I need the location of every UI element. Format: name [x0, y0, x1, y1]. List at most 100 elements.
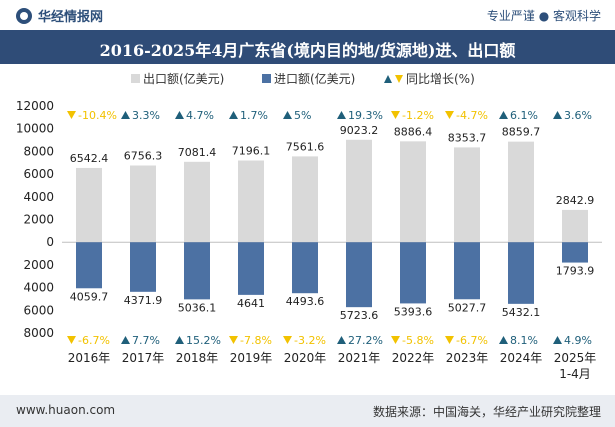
- legend-label-3: 同比增长(%): [406, 72, 475, 86]
- x-category-label-5: 2020年: [284, 351, 327, 365]
- export-up-arrow-icon-3: [175, 111, 184, 119]
- x-category-label-6: 2021年: [338, 351, 381, 365]
- import-down-arrow-icon-5: [283, 336, 292, 344]
- import-value-label-1: 4059.7: [70, 290, 109, 303]
- import-down-arrow-icon-7: [391, 336, 400, 344]
- top-bar: 华经情报网 专业严谨 ● 客观科学: [0, 0, 615, 30]
- import-growth-label-1: -6.7%: [78, 334, 110, 347]
- export-bar-10: [562, 209, 588, 243]
- website: www.huaon.com: [16, 403, 116, 417]
- export-up-arrow-icon-9: [499, 111, 508, 119]
- legend-swatch-1: [131, 74, 140, 83]
- export-value-label-10: 2842.9: [556, 194, 595, 207]
- import-value-label-6: 5723.6: [340, 309, 379, 322]
- footer: www.huaon.com 数据来源：中国海关，华经产业研究院整理: [0, 395, 615, 427]
- import-bar-10: [562, 242, 588, 263]
- import-bar-6: [346, 242, 372, 308]
- export-growth-label-10: 3.6%: [564, 109, 592, 122]
- import-value-label-8: 5027.7: [448, 301, 487, 314]
- import-bar-8: [454, 242, 480, 300]
- import-up-arrow-icon-10: [553, 336, 562, 344]
- slogan: 专业严谨 ● 客观科学: [486, 9, 601, 23]
- import-down-arrow-icon-8: [445, 336, 454, 344]
- export-bar-5: [292, 156, 318, 243]
- export-growth-label-5: 5%: [294, 109, 311, 122]
- x-category-label-2: 2017年: [122, 351, 165, 365]
- x-category-label-8: 2023年: [446, 351, 489, 365]
- brand-name: 华经情报网: [38, 10, 104, 25]
- import-bar-9: [508, 242, 534, 304]
- y-tick-label: 12000: [16, 99, 54, 113]
- import-growth-label-3: 15.2%: [186, 334, 221, 347]
- export-value-label-7: 8886.4: [394, 125, 433, 138]
- import-value-label-9: 5432.1: [502, 306, 541, 319]
- x-category-label-7: 2022年: [392, 351, 435, 365]
- y-tick-label: 6000: [23, 303, 54, 317]
- y-tick-label: 0: [46, 235, 54, 249]
- import-up-arrow-icon-3: [175, 336, 184, 344]
- import-growth-label-10: 4.9%: [564, 334, 592, 347]
- export-up-arrow-icon-4: [229, 111, 238, 119]
- export-value-label-5: 7561.6: [286, 140, 325, 153]
- export-bar-1: [76, 167, 102, 243]
- export-bar-8: [454, 147, 480, 243]
- import-growth-label-8: -6.7%: [456, 334, 488, 347]
- import-growth-label-9: 8.1%: [510, 334, 538, 347]
- import-bar-2: [130, 242, 156, 292]
- x-category-label-3: 2018年: [176, 351, 219, 365]
- import-up-arrow-icon-9: [499, 336, 508, 344]
- x-category-label-4: 2019年: [230, 351, 273, 365]
- export-bar-4: [238, 160, 264, 243]
- export-growth-label-6: 19.3%: [348, 109, 383, 122]
- export-up-arrow-icon-10: [553, 111, 562, 119]
- bar-chart: 出口额(亿美元) 进口额(亿美元) 同比增长(%) 12000 10000 8000 600…: [16, 71, 602, 381]
- legend-label-1: 出口额(亿美元): [143, 71, 224, 86]
- export-down-arrow-icon-1: [67, 111, 76, 119]
- import-value-label-10: 1793.9: [556, 265, 595, 278]
- import-value-label-3: 5036.1: [178, 301, 217, 314]
- x-category-label-1: 2016年: [68, 351, 111, 365]
- export-value-label-8: 8353.7: [448, 131, 487, 144]
- export-growth-label-8: -4.7%: [456, 109, 488, 122]
- brand: 华经情报网: [16, 6, 103, 25]
- import-growth-label-5: -3.2%: [294, 334, 326, 347]
- legend-down-triangle-icon: [395, 75, 403, 83]
- export-bar-6: [346, 139, 372, 243]
- export-value-label-9: 8859.7: [502, 126, 541, 139]
- y-tick-label: 4000: [23, 281, 54, 295]
- export-up-arrow-icon-5: [283, 111, 292, 119]
- export-down-arrow-icon-7: [391, 111, 400, 119]
- y-tick-label: 4000: [23, 190, 54, 204]
- export-growth-label-4: 1.7%: [240, 109, 268, 122]
- legend-swatch-2: [262, 74, 271, 83]
- chart-title: 2016-2025年4月广东省(境内目的地/货源地)进、出口额: [99, 41, 516, 60]
- import-value-label-7: 5393.6: [394, 305, 433, 318]
- import-bar-7: [400, 242, 426, 304]
- export-value-label-3: 7081.4: [178, 146, 217, 159]
- x-category-label-10: 2025年: [554, 351, 597, 365]
- export-down-arrow-icon-8: [445, 111, 454, 119]
- export-growth-label-1: -10.4%: [78, 109, 117, 122]
- x-category-sublabel-10: 1-4月: [559, 367, 591, 381]
- y-tick-label: 2000: [23, 258, 54, 272]
- y-tick-label: 2000: [23, 213, 54, 227]
- export-bar-2: [130, 165, 156, 243]
- export-up-arrow-icon-2: [121, 111, 130, 119]
- import-down-arrow-icon-1: [67, 336, 76, 344]
- export-up-arrow-icon-6: [337, 111, 346, 119]
- import-value-label-2: 4371.9: [124, 294, 163, 307]
- import-bar-4: [238, 242, 264, 295]
- export-growth-label-7: -1.2%: [402, 109, 434, 122]
- export-growth-label-9: 6.1%: [510, 109, 538, 122]
- import-value-label-5: 4493.6: [286, 295, 325, 308]
- title-bar: 2016-2025年4月广东省(境内目的地/货源地)进、出口额: [0, 30, 615, 64]
- import-growth-label-6: 27.2%: [348, 334, 383, 347]
- export-bar-9: [508, 141, 534, 243]
- import-value-label-4: 4641: [237, 297, 265, 310]
- export-growth-label-2: 3.3%: [132, 109, 160, 122]
- import-bar-1: [76, 242, 102, 289]
- export-bar-3: [184, 161, 210, 243]
- export-value-label-1: 6542.4: [70, 152, 109, 165]
- export-value-label-4: 7196.1: [232, 145, 271, 158]
